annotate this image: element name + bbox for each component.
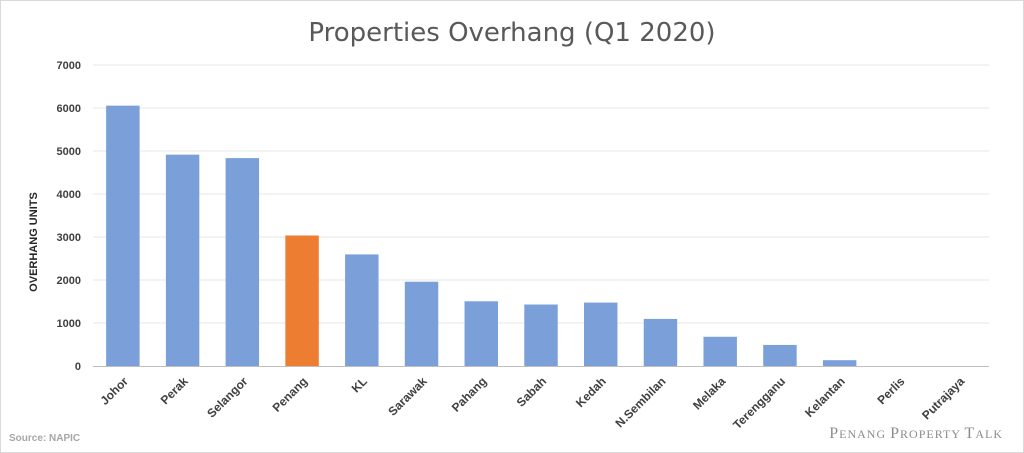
bars bbox=[106, 105, 857, 366]
x-tick-label: N.Sembilan bbox=[612, 374, 668, 430]
y-tick-label: 1000 bbox=[57, 318, 81, 330]
x-tick-label: Perak bbox=[158, 374, 191, 407]
x-tick-label: Kedah bbox=[573, 374, 609, 410]
y-tick-label: 0 bbox=[75, 361, 81, 373]
bar-kl bbox=[345, 254, 379, 366]
x-tick-label: Selangor bbox=[204, 374, 250, 420]
y-axis-label: OVERHANG UNITS bbox=[28, 192, 40, 292]
x-tick-label: Penang bbox=[270, 374, 311, 415]
bar-penang bbox=[285, 235, 319, 366]
y-tick-label: 2000 bbox=[57, 275, 81, 287]
bar-kedah bbox=[584, 302, 618, 366]
x-tick-label: KL bbox=[349, 374, 370, 395]
bar-n-sembilan bbox=[643, 318, 678, 366]
bar-sarawak bbox=[404, 281, 439, 366]
bar-melaka bbox=[703, 336, 737, 366]
bar-selangor bbox=[225, 158, 260, 366]
y-tick-label: 4000 bbox=[57, 189, 81, 201]
y-tick-label: 6000 bbox=[57, 103, 81, 115]
x-tick-label: Kelantan bbox=[802, 374, 848, 420]
y-tick-label: 5000 bbox=[57, 146, 81, 158]
x-tick-label: Perlis bbox=[874, 374, 907, 407]
bar-pahang bbox=[464, 301, 498, 366]
x-tick-label: Pahang bbox=[449, 374, 490, 415]
bar-johor bbox=[106, 105, 140, 366]
bar-perak bbox=[165, 154, 200, 366]
bar-sabah bbox=[524, 304, 558, 366]
y-tick-label: 3000 bbox=[57, 232, 81, 244]
x-tick-label: Melaka bbox=[690, 374, 728, 412]
watermark: PENANG PROPERTY TALK bbox=[829, 425, 1003, 442]
x-tick-label: Sarawak bbox=[385, 374, 430, 419]
y-tick-label: 7000 bbox=[57, 60, 81, 72]
bar-terengganu bbox=[763, 344, 797, 366]
x-tick-label: Johor bbox=[98, 374, 132, 408]
y-axis-tick-labels: 0 1000 2000 3000 4000 5000 6000 7000 bbox=[57, 60, 81, 373]
x-tick-label: Putrajaya bbox=[919, 374, 967, 422]
chart-title: Properties Overhang (Q1 2020) bbox=[308, 18, 715, 48]
x-tick-label: Sabah bbox=[514, 374, 549, 409]
source-note: Source: NAPIC bbox=[9, 433, 80, 444]
x-axis-tick-labels: Johor Perak Selangor Penang KL Sarawak Pahang S… bbox=[98, 374, 968, 432]
x-tick-label: Terengganu bbox=[730, 374, 788, 432]
bar-kelantan bbox=[822, 360, 857, 366]
